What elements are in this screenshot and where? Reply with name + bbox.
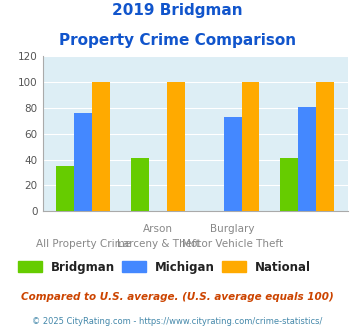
Bar bbox=[241, 82, 260, 211]
Bar bbox=[167, 82, 185, 211]
Text: Burglary: Burglary bbox=[210, 224, 255, 234]
Text: © 2025 CityRating.com - https://www.cityrating.com/crime-statistics/: © 2025 CityRating.com - https://www.city… bbox=[32, 317, 323, 326]
Text: Larceny & Theft: Larceny & Theft bbox=[116, 239, 199, 249]
Text: 2019 Bridgman: 2019 Bridgman bbox=[112, 3, 243, 18]
Bar bbox=[75, 113, 92, 211]
Bar bbox=[224, 117, 241, 211]
Bar bbox=[131, 158, 149, 211]
Bar bbox=[298, 107, 316, 211]
Bar bbox=[280, 158, 298, 211]
Bar bbox=[56, 166, 75, 211]
Legend: Bridgman, Michigan, National: Bridgman, Michigan, National bbox=[18, 260, 311, 274]
Text: Compared to U.S. average. (U.S. average equals 100): Compared to U.S. average. (U.S. average … bbox=[21, 292, 334, 302]
Text: All Property Crime: All Property Crime bbox=[36, 239, 131, 249]
Bar bbox=[92, 82, 110, 211]
Text: Property Crime Comparison: Property Crime Comparison bbox=[59, 33, 296, 48]
Bar bbox=[316, 82, 334, 211]
Text: Motor Vehicle Theft: Motor Vehicle Theft bbox=[182, 239, 283, 249]
Text: Arson: Arson bbox=[143, 224, 173, 234]
